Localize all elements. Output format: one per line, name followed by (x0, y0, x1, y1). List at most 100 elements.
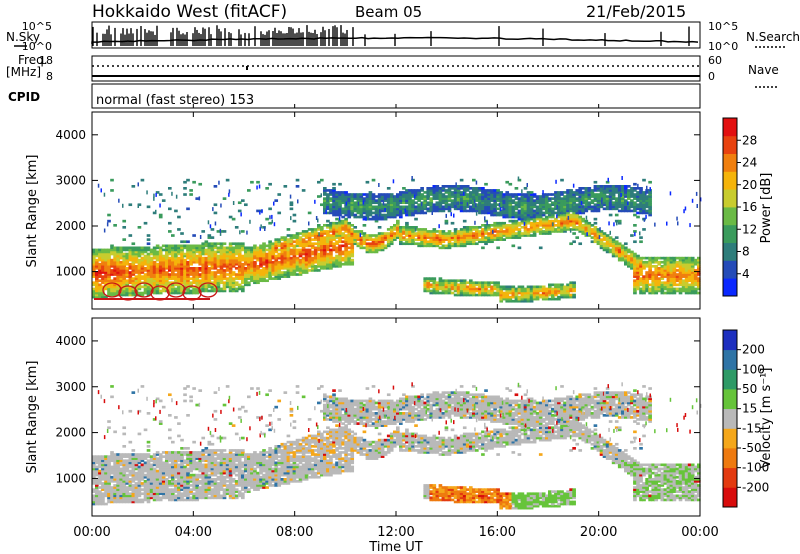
power-cell (484, 289, 488, 293)
power-cell (447, 199, 452, 202)
power-cell (484, 281, 488, 285)
power-cell (277, 271, 282, 274)
power-cell (359, 242, 364, 246)
power-cell (624, 262, 628, 266)
power-speckle (155, 209, 157, 214)
power-cell (599, 244, 604, 248)
power-cell (438, 191, 443, 194)
power-cell (198, 256, 203, 260)
power-speckle (439, 201, 442, 206)
power-cell (341, 201, 345, 205)
power-cell (168, 273, 172, 276)
power-cell (341, 224, 345, 227)
power-cell (636, 262, 640, 266)
power-cell (195, 277, 200, 280)
power-cell (645, 281, 649, 285)
power-cell (180, 281, 184, 285)
power-cell (338, 201, 342, 205)
power-cell (581, 224, 586, 227)
power-cell (617, 189, 622, 192)
power-cell (329, 189, 333, 192)
power-cell (411, 201, 415, 205)
power-speckle (475, 203, 477, 208)
power-cell (426, 191, 431, 194)
power-cell (228, 246, 233, 250)
power-cell (526, 234, 531, 237)
power-cell (496, 213, 500, 217)
power-cell (475, 205, 479, 209)
power-cell (350, 211, 355, 215)
power-cell (563, 224, 567, 227)
power-cell (526, 211, 531, 215)
power-cell (131, 250, 136, 254)
power-cell (514, 293, 519, 297)
power-cell (405, 191, 409, 194)
power-cell (429, 283, 434, 287)
power-cell (432, 277, 437, 280)
power-cell (168, 221, 172, 225)
power-cell (645, 262, 649, 266)
power-cell (265, 244, 269, 248)
power-cell (213, 273, 218, 276)
power-cell (201, 252, 206, 256)
power-cell (423, 205, 428, 209)
power-cell (627, 203, 631, 207)
power-cell (666, 285, 671, 289)
power-cell (511, 211, 516, 215)
power-cell (569, 217, 573, 221)
power-cell (499, 195, 504, 198)
power-cell (371, 195, 376, 198)
power-cell (697, 279, 701, 283)
power-cell (122, 258, 127, 262)
power-cell (426, 236, 431, 239)
power-cell (505, 205, 510, 209)
power-cell (329, 265, 333, 268)
power-cell (128, 258, 133, 262)
power-cell (244, 256, 248, 260)
power-cell (180, 285, 184, 289)
power-cell (125, 248, 130, 252)
power-cell (526, 195, 531, 198)
power-cell (119, 279, 124, 283)
power-cell (681, 285, 686, 289)
power-cell (657, 273, 662, 276)
power-cell (560, 230, 564, 233)
power-cell (578, 199, 583, 202)
power-cell (171, 244, 175, 248)
power-cell (566, 283, 570, 287)
power-cell (465, 232, 470, 235)
power-cell (201, 281, 206, 285)
power-speckle (199, 235, 202, 239)
power-cell (174, 262, 178, 266)
power-cell (268, 273, 272, 276)
power-cell (165, 281, 169, 285)
power-cell (262, 242, 266, 246)
power-cell (219, 252, 224, 256)
velocity-cell (107, 469, 111, 473)
power-speckle (526, 183, 528, 187)
power-cell (362, 211, 367, 215)
power-cell (614, 250, 619, 254)
power-cell (447, 246, 452, 250)
power-cell (292, 262, 297, 266)
power-cell (499, 238, 504, 241)
power-cell (225, 250, 230, 254)
power-cell (113, 254, 117, 258)
power-cell (286, 234, 291, 237)
power-cell (374, 238, 379, 241)
power-cell (426, 207, 431, 211)
power-cell (472, 228, 476, 231)
power-cell (98, 283, 102, 287)
power-cell (268, 250, 272, 254)
power-cell (271, 252, 276, 256)
power-cell (563, 230, 567, 233)
power-cell (241, 262, 245, 266)
power-cell (636, 207, 640, 211)
power-cell (186, 271, 190, 274)
power-cell (462, 285, 467, 289)
power-cell (529, 285, 534, 289)
power-cell (396, 197, 400, 200)
power-cell (371, 244, 376, 248)
power-cell (335, 193, 339, 196)
power-cell (444, 246, 449, 250)
